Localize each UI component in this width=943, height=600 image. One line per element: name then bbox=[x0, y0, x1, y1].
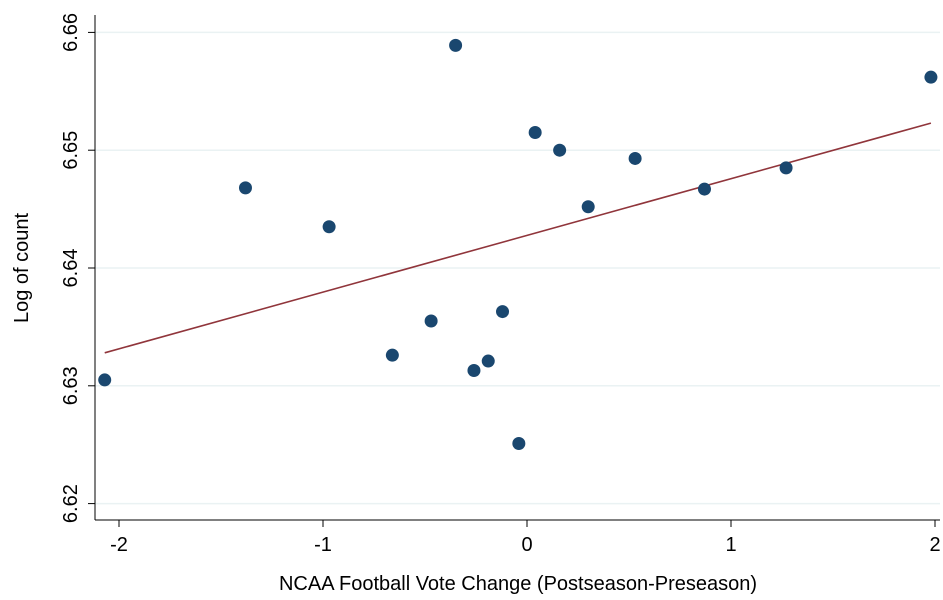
scatter-point bbox=[424, 314, 438, 328]
scatter-point bbox=[697, 182, 711, 196]
fitted-line-layer bbox=[104, 122, 932, 354]
scatter-point bbox=[481, 354, 495, 368]
scatter-point bbox=[528, 126, 542, 140]
scatter-point bbox=[924, 70, 938, 84]
tick-labels: -2 -1 0 1 2 6.62 6.63 6.64 6.65 6.66 bbox=[60, 13, 941, 556]
scatter-point bbox=[238, 181, 252, 195]
scatter-point bbox=[628, 151, 642, 165]
x-axis-title: NCAA Football Vote Change (Postseason-Pr… bbox=[279, 573, 757, 595]
axes bbox=[88, 15, 940, 527]
scatter-point bbox=[449, 38, 463, 52]
y-tick-label: 6.65 bbox=[60, 131, 82, 170]
x-tick-label: 0 bbox=[521, 534, 532, 556]
scatter-point bbox=[496, 305, 510, 319]
fitted-line bbox=[104, 122, 932, 354]
y-tick-label: 6.66 bbox=[60, 13, 82, 52]
y-tick-label: 6.64 bbox=[60, 249, 82, 288]
y-tick-label: 6.62 bbox=[60, 484, 82, 523]
scatter-point bbox=[581, 200, 595, 214]
x-tick-label: -2 bbox=[110, 534, 128, 556]
y-tick-label: 6.63 bbox=[60, 366, 82, 405]
y-axis-title: Log of count bbox=[11, 213, 33, 324]
x-tick-label: 1 bbox=[725, 534, 736, 556]
x-tick-label: -1 bbox=[314, 534, 332, 556]
scatter-point bbox=[467, 363, 481, 377]
scatter-point bbox=[512, 437, 526, 451]
x-tick-label: 2 bbox=[929, 534, 940, 556]
scatter-point bbox=[322, 220, 336, 234]
scatter-point bbox=[553, 143, 567, 157]
scatter-point bbox=[385, 348, 399, 362]
scatter-point bbox=[779, 161, 793, 175]
gridlines bbox=[95, 31, 940, 505]
scatter-points-layer bbox=[98, 38, 938, 451]
scatter-point bbox=[98, 373, 112, 387]
